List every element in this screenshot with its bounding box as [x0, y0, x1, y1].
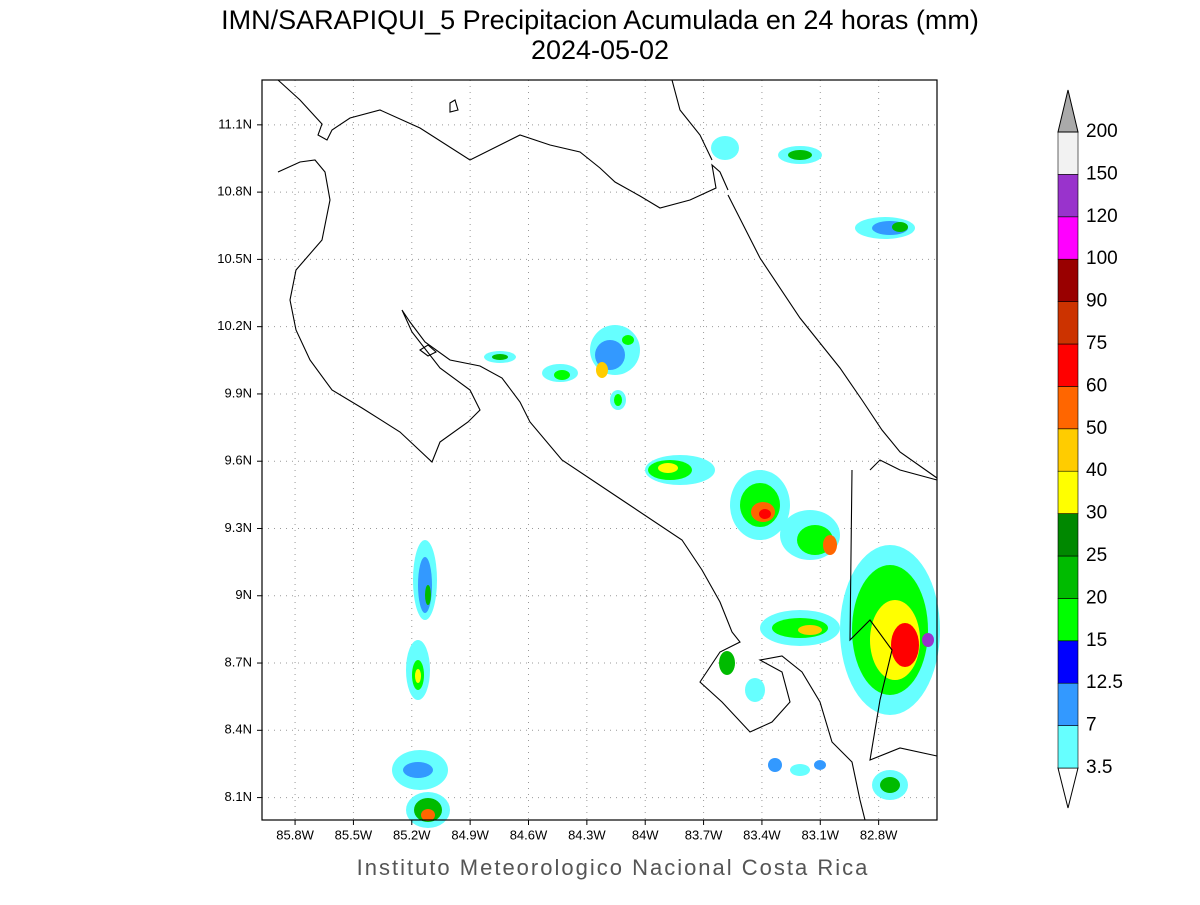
colorbar-label: 30 — [1086, 503, 1107, 524]
coastlines — [277, 79, 938, 821]
x-tick-label: 83.1W — [801, 827, 839, 842]
colorbar-extend-high — [1057, 89, 1079, 133]
colorbar-box — [1057, 470, 1079, 514]
x-tick-label: 84.3W — [568, 827, 606, 842]
y-tick-label: 10.8N — [217, 184, 252, 199]
colorbar-label: 120 — [1086, 206, 1118, 227]
colorbar-box — [1057, 216, 1079, 260]
colorbar-label: 200 — [1086, 121, 1118, 142]
colorbar-label: 100 — [1086, 248, 1118, 269]
y-tick-label: 10.5N — [217, 251, 252, 266]
colorbar-label: 7 — [1086, 715, 1097, 736]
colorbar-box — [1057, 682, 1079, 726]
colorbar-box — [1057, 428, 1079, 472]
x-tick-label: 83.4W — [743, 827, 781, 842]
y-tick-label: 9.9N — [225, 385, 252, 400]
y-tick-label: 9.6N — [225, 453, 252, 468]
colorbar-label: 75 — [1086, 333, 1107, 354]
colorbar-label: 40 — [1086, 460, 1107, 481]
footer: Instituto Meteorologico Nacional Costa R… — [357, 855, 870, 880]
colorbar-label: 25 — [1086, 545, 1107, 566]
colorbar-box — [1057, 258, 1079, 302]
title: IMN/SARAPIQUI_5 Precipitacion Acumulada … — [221, 5, 979, 35]
x-tick-label: 84W — [632, 827, 659, 842]
colorbar-box — [1057, 174, 1079, 218]
colorbar-label: 20 — [1086, 587, 1107, 608]
precipitation — [392, 136, 940, 828]
colorbar-label: 15 — [1086, 630, 1107, 651]
y-tick-label: 10.2N — [217, 318, 252, 333]
x-tick-label: 83.7W — [685, 827, 723, 842]
colorbar-box — [1057, 343, 1079, 387]
colorbar-label: 12.5 — [1086, 672, 1123, 693]
colorbar-box — [1057, 386, 1079, 430]
colorbar-box — [1057, 301, 1079, 345]
x-tick-label: 85.8W — [276, 827, 314, 842]
map-frame — [261, 79, 938, 821]
colorbar-box — [1057, 513, 1079, 557]
colorbar-box — [1057, 131, 1079, 175]
colorbar-box — [1057, 640, 1079, 684]
y-tick-label: 8.4N — [225, 722, 252, 737]
x-tick-label: 84.9W — [451, 827, 489, 842]
y-tick-label: 11.1N — [218, 116, 252, 131]
y-tick-label: 8.7N — [225, 654, 252, 669]
y-tick-label: 9.3N — [225, 520, 252, 535]
x-tick-label: 84.6W — [510, 827, 548, 842]
colorbar-label: 60 — [1086, 375, 1107, 396]
colorbar-label: 3.5 — [1086, 757, 1112, 778]
colorbar: 3.5 7 12.5 15 20 25 30 40 50 60 75 90 100 120 150 200 — [1057, 89, 1123, 809]
y-tick-label: 8.1N — [225, 789, 252, 804]
colorbar-box — [1057, 598, 1079, 642]
colorbar-label: 90 — [1086, 291, 1107, 312]
x-tick-label: 85.2W — [393, 827, 431, 842]
y-tick-label: 9N — [235, 587, 252, 602]
colorbar-box — [1057, 725, 1079, 769]
grid — [262, 80, 937, 820]
subtitle: 2024-05-02 — [531, 35, 669, 65]
colorbar-label: 50 — [1086, 418, 1107, 439]
colorbar-box — [1057, 555, 1079, 599]
x-tick-label: 82.8W — [860, 827, 898, 842]
x-tick-label: 85.5W — [335, 827, 373, 842]
colorbar-label: 150 — [1086, 163, 1118, 184]
colorbar-extend-low — [1057, 767, 1079, 809]
